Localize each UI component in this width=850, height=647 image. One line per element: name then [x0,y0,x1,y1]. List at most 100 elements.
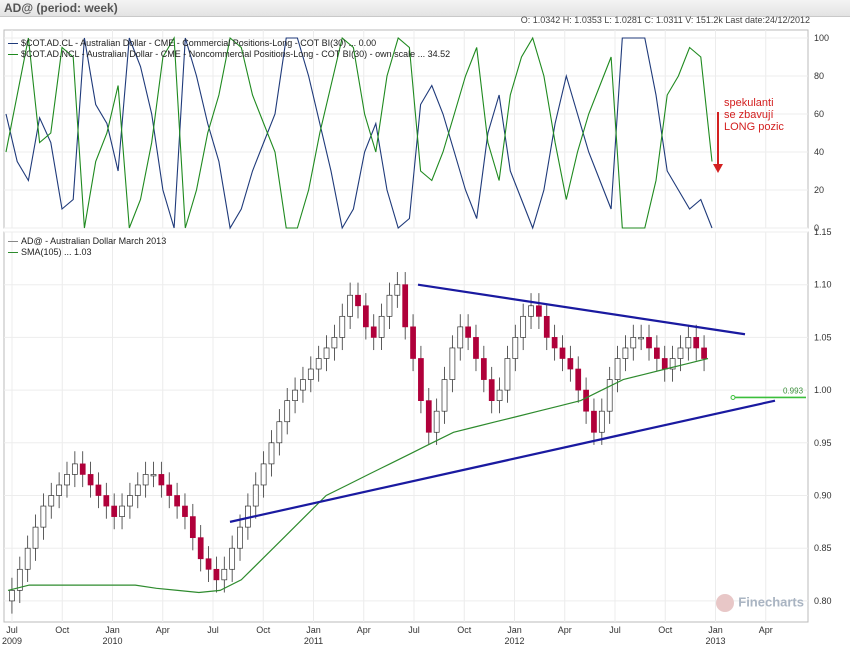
candle-body [292,389,298,401]
candle-body [300,379,306,391]
candle-body [394,284,401,296]
x-tick-label: Jul [609,625,621,635]
candle-body [638,337,645,340]
main-legend: AD@ - Australian Dollar March 2013 SMA(1… [8,236,166,258]
candle-body [496,389,503,401]
ohlc-readout: O: 1.0342 H: 1.0353 L: 1.0281 C: 1.0311 … [520,15,810,25]
candle-body [315,358,322,370]
candle-body [150,474,157,477]
top-y-tick-label: 60 [814,109,824,119]
candle-body [536,305,542,317]
finecharts-logo: Finecharts [716,594,804,612]
candle-body [654,347,660,359]
candle-body [158,474,165,486]
candle-body [276,421,283,444]
candle-body [575,368,582,391]
candle-body [473,337,479,359]
candle-body [378,315,385,338]
x-tick-label: Apr [558,625,572,635]
candle-body [559,347,566,359]
candle-body [465,326,471,338]
candle-body [543,315,550,338]
candle-body [449,347,456,380]
candle-body [488,379,495,401]
candle-body [693,337,700,349]
candle-body [95,484,102,496]
x-tick-label: Oct [457,625,472,635]
candle-body [237,526,243,549]
x-year-label: 2012 [504,636,524,646]
candle-body [504,358,511,391]
top-y-tick-label: 0 [814,223,819,233]
x-tick-label: Oct [658,625,673,635]
legend-noncommercial: $COT.AD.NCL - Australian Dollar - CME - … [8,49,450,60]
candle-body [142,474,149,486]
x-tick-label: Apr [357,625,371,635]
candle-body [260,463,267,486]
candle-body [32,526,39,549]
main-y-tick-label: 1.15 [814,227,832,237]
candle-body [56,484,62,496]
top-y-tick-label: 80 [814,71,824,81]
candle-body [425,400,432,433]
candle-body [520,315,527,338]
candle-body [630,337,637,349]
candle-body [370,326,377,338]
candle-body [71,463,78,475]
top-legend: $COT.AD.CL - Australian Dollar - CME - C… [8,38,450,60]
top-y-tick-label: 40 [814,147,824,157]
candle-body [339,315,346,338]
candle-body [410,326,416,359]
candle-body [418,358,424,401]
candle-body [79,463,86,475]
candle-body [669,358,676,370]
candle-body [677,347,684,359]
legend-commercial: $COT.AD.CL - Australian Dollar - CME - C… [8,38,450,49]
x-tick-label: Jan [306,625,321,635]
x-tick-label: Jan [105,625,120,635]
candle-body [48,495,55,507]
main-y-tick-label: 1.05 [814,332,832,342]
candle-body [134,484,141,496]
candle-body [512,337,519,359]
candle-body [362,305,369,328]
candle-body [386,294,393,317]
candle-body [528,305,534,317]
candle-body [480,358,487,380]
candle-body [213,568,220,581]
candle-body [331,337,338,349]
candle-body [284,400,291,423]
candle-body [551,337,558,349]
main-y-tick-label: 1.00 [814,385,832,395]
main-y-tick-label: 1.10 [814,280,832,290]
candle-body [221,568,228,581]
candle-body [347,294,354,317]
annotation-arrow-head [713,164,723,173]
x-year-label: 2009 [2,636,22,646]
main-y-tick-label: 0.85 [814,543,832,553]
candle-body [307,368,314,380]
chart-title: AD@ (period: week) [4,1,118,15]
price-level-marker [730,394,736,400]
candle-body [229,547,236,570]
commercial-series-line [5,37,713,230]
x-tick-label: Oct [256,625,271,635]
candle-body [614,358,621,380]
candle-body [646,337,652,349]
brand-icon [716,594,735,612]
candle-body [64,474,70,486]
candle-body [189,516,196,539]
support-trendline [229,399,776,523]
main-y-tick-label: 0.80 [814,596,832,606]
x-tick-label: Jan [708,625,723,635]
x-tick-label: Jul [408,625,420,635]
candle-body [598,410,605,433]
candle-body [433,410,440,433]
candle-body [606,379,613,412]
x-tick-label: Jul [6,625,18,635]
main-y-tick-label: 0.90 [814,491,832,501]
x-tick-label: Apr [156,625,170,635]
legend-price: AD@ - Australian Dollar March 2013 [8,236,166,247]
chart-header: AD@ (period: week) [0,0,850,17]
